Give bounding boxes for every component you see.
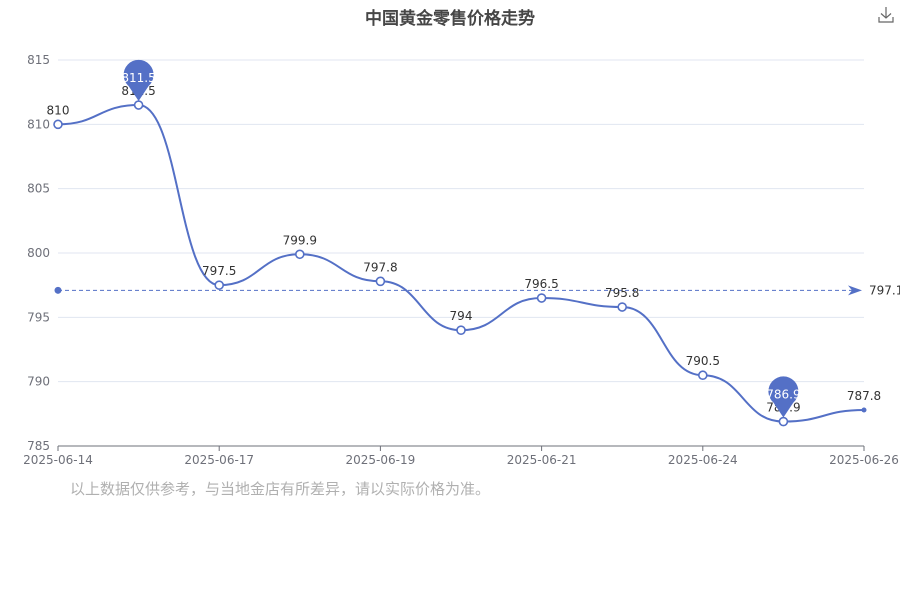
data-label: 797.8 [363,260,397,274]
download-icon[interactable] [876,5,896,25]
series-line [57,104,865,423]
data-point [53,119,63,130]
data-label: 797.5 [202,264,236,278]
x-tick-label: 2025-06-21 [507,453,577,467]
data-point [133,100,144,110]
mark-point-label: 786.9 [766,388,800,402]
data-label: 795.8 [605,286,639,300]
y-tick-label: 800 [27,246,50,260]
data-point [214,280,224,290]
data-point [861,407,867,413]
data-point [536,293,547,303]
data-point [375,276,386,287]
y-tick-label: 805 [27,182,50,196]
data-label: 787.8 [847,389,881,403]
mark-points: 811.5 786.9 [121,59,801,418]
data-point [778,416,789,427]
data-label: 810 [47,103,70,117]
x-tick-label: 2025-06-17 [184,453,254,467]
mark-line-arrow [848,285,862,296]
data-label: 796.5 [524,277,558,291]
grid-lines [58,59,864,383]
y-tick-label: 795 [27,310,50,324]
x-tick-label: 2025-06-14 [23,453,93,467]
data-point [294,249,305,260]
data-point [456,325,466,336]
data-point [617,302,628,312]
price-series [53,100,867,427]
axes: 785 790 795 800 805 810 815 2025-06-14 2025-06-1… [23,53,899,467]
data-labels: 810811.5797.5799.9797.8794796.5795.8790.… [47,84,882,415]
data-label: 790.5 [686,354,720,368]
chart-title: 中国黄金零售价格走势 [365,9,535,29]
y-tick-label: 810 [27,117,50,131]
mark-line-label: 797.1 [869,283,900,297]
mark-point-pin [768,376,799,418]
average-mark-line: 797.1 [54,283,900,297]
y-tick-label: 785 [27,439,50,453]
x-tick-label: 2025-06-26 [829,453,899,467]
x-tick-label: 2025-06-24 [668,453,738,467]
y-tick-label: 815 [27,53,50,67]
data-point [697,370,708,381]
chart-plot: 785 790 795 800 805 810 815 2025-06-14 2025-06-1… [23,53,900,467]
disclaimer-text: 以上数据仅供参考，与当地金店有所差异，请以实际价格为准。 [70,480,491,498]
y-tick-label: 790 [27,375,50,389]
mark-point-pin [123,59,154,102]
data-label: 794 [450,309,473,323]
data-label: 799.9 [283,233,317,247]
mark-point-label: 811.5 [121,71,155,85]
x-tick-label: 2025-06-19 [346,453,416,467]
